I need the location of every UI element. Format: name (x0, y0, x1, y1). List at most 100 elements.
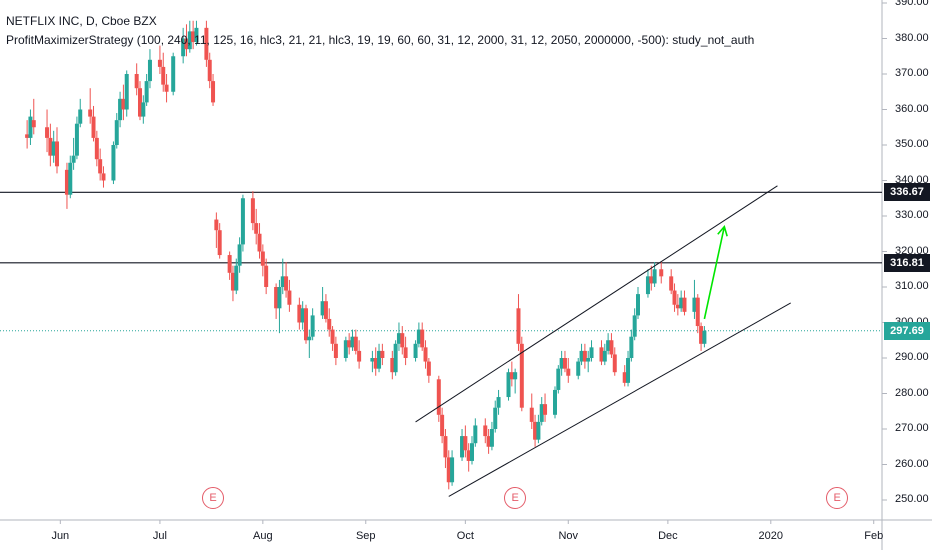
candle-body (622, 372, 627, 383)
candle-body (323, 301, 328, 319)
level-price-label: 316.81 (884, 253, 930, 272)
candle-body (682, 297, 687, 312)
x-tick-label: Feb (864, 530, 884, 542)
candle-body (699, 326, 704, 344)
candle-body (513, 372, 518, 380)
candle-body (207, 59, 212, 82)
candle-body (373, 358, 378, 369)
candle-body (390, 358, 395, 373)
x-tick-label: Aug (253, 530, 273, 542)
candle-body (161, 66, 166, 85)
candle-body (240, 198, 245, 245)
candle-body (612, 354, 617, 373)
candle-body (227, 255, 232, 273)
candle-body (25, 134, 30, 138)
x-tick-label: Sep (355, 530, 376, 542)
candle-body (111, 145, 116, 181)
candle-body (237, 244, 242, 266)
candle-body (353, 336, 358, 351)
candle-body (645, 276, 650, 295)
projection-arrow (703, 226, 726, 320)
candle-body (450, 457, 455, 483)
x-tick-label: Jul (152, 530, 167, 542)
earnings-badge[interactable]: E (826, 487, 849, 509)
candle-body (320, 301, 325, 316)
projection-arrow-head (717, 225, 728, 237)
candle-body (470, 443, 474, 461)
candle-body (626, 358, 631, 383)
candle-body (695, 297, 700, 327)
candle-body (181, 38, 186, 57)
y-tick-label: 250.00 (895, 493, 929, 505)
candle-body (443, 436, 448, 458)
study-label[interactable]: ProfitMaximizerStrategy (100, 240, 11, 1… (6, 33, 755, 47)
candle-body (300, 308, 305, 323)
candle-body (606, 340, 611, 351)
candle-body (496, 397, 501, 408)
y-tick-label: 270.00 (895, 422, 929, 434)
candle-body (31, 120, 36, 128)
candle-body (350, 336, 355, 348)
candle-body (347, 340, 352, 348)
candle-body (94, 137, 99, 160)
candle-body (489, 429, 494, 447)
candle-body (330, 329, 335, 344)
candle-body (114, 120, 119, 145)
candle-body (486, 436, 491, 447)
candle-body (413, 343, 418, 358)
candle-body (400, 333, 405, 348)
candle-body (74, 123, 79, 156)
candle-body (609, 340, 614, 355)
candle-body (184, 38, 189, 50)
y-tick-label: 310.00 (895, 280, 929, 292)
candle-body (586, 358, 591, 362)
candle-body (536, 421, 541, 440)
candle-body (579, 350, 584, 362)
y-tick-label: 360.00 (895, 102, 929, 115)
candle-body (171, 56, 176, 92)
candle-body (692, 297, 697, 312)
candle-body (529, 407, 534, 422)
candle-body (101, 173, 106, 181)
candle-body (217, 230, 222, 256)
candle-body (426, 361, 431, 376)
candle-body (566, 368, 571, 376)
candle-body (393, 343, 398, 373)
candle-body (284, 276, 289, 291)
candle-body (164, 84, 169, 92)
y-tick-label: 280.00 (895, 386, 929, 399)
candle-body (333, 343, 338, 358)
candle-body (157, 59, 162, 67)
candle-body (277, 287, 282, 309)
earnings-badge[interactable]: E (504, 487, 527, 509)
candle-body (632, 315, 637, 337)
candle-body (589, 347, 594, 358)
horizontal-levels (0, 191, 882, 332)
candle-body (194, 27, 199, 43)
x-tick-label: Nov (558, 530, 579, 542)
x-tick-label: Dec (658, 530, 678, 542)
earnings-badge[interactable]: E (202, 487, 225, 509)
candle-body (675, 304, 680, 309)
candle-body (380, 350, 385, 358)
candle-body (636, 294, 640, 316)
candle-body (403, 347, 408, 358)
candle-body (280, 276, 285, 287)
candle-body (463, 436, 468, 451)
candle-body (68, 162, 73, 195)
candle-body (440, 414, 445, 437)
candle-body (649, 276, 654, 284)
y-tick-label: 260.00 (895, 457, 929, 470)
candle-body (304, 308, 308, 341)
candle-body (55, 141, 59, 167)
candle-body (51, 141, 56, 156)
candle-body (576, 361, 581, 376)
candle-body (187, 31, 192, 50)
candle-body (98, 159, 103, 174)
candle-body (28, 116, 33, 138)
candle-body (539, 404, 544, 422)
candle-body (147, 59, 152, 82)
candle-body (297, 304, 302, 323)
candle-body (553, 389, 557, 415)
